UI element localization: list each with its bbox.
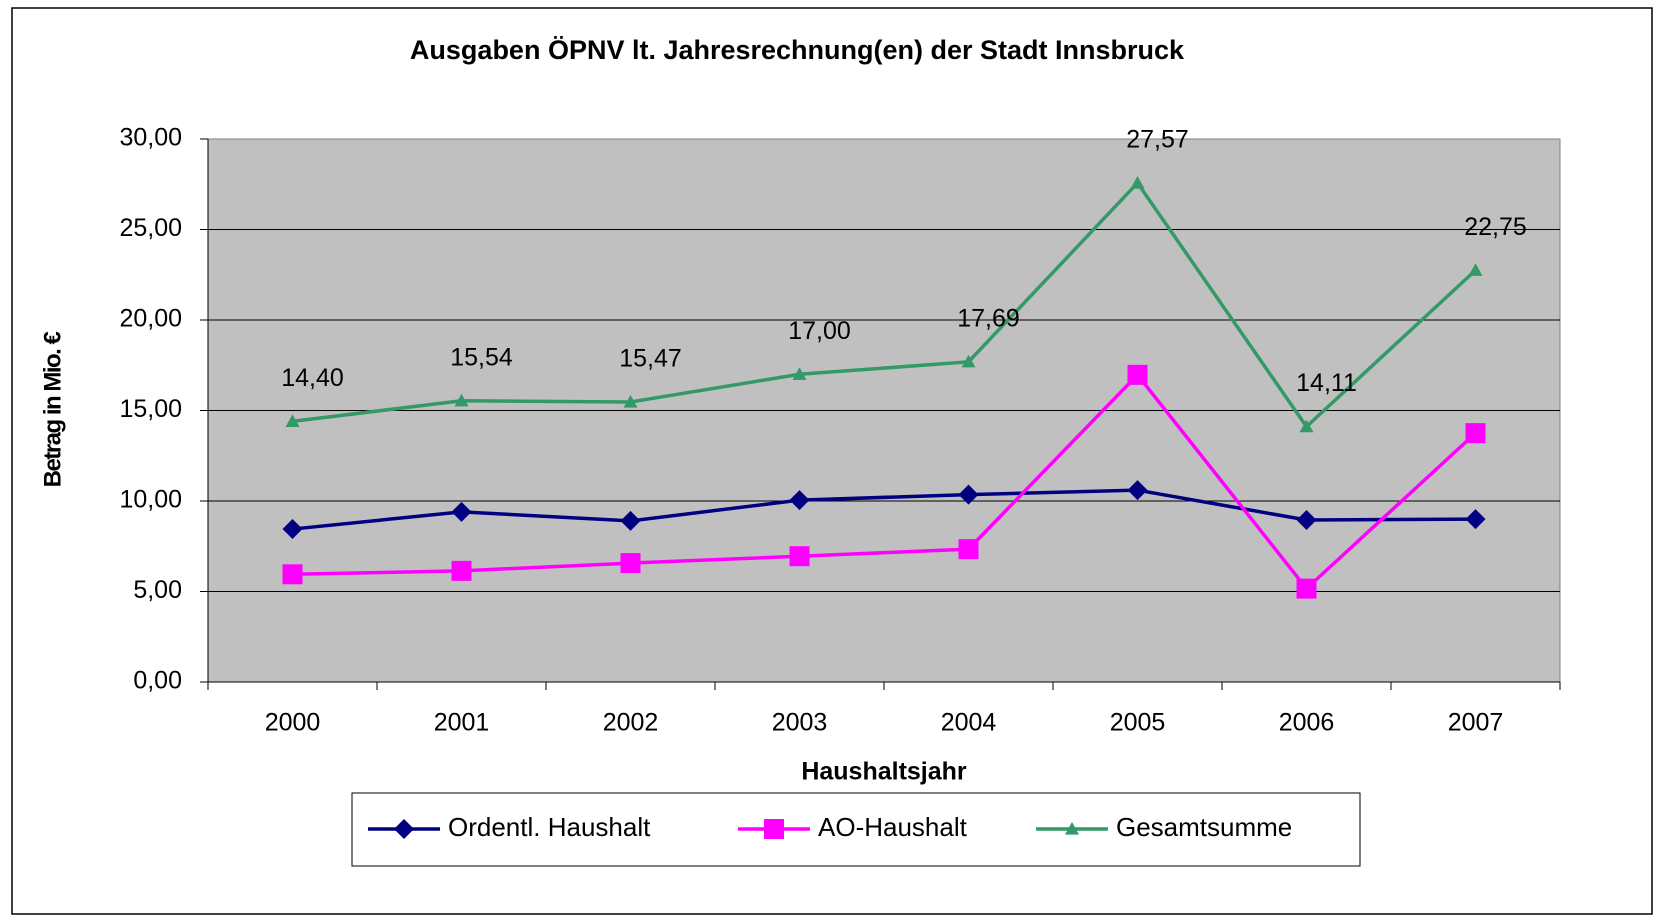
data-label: 15,54 <box>450 343 513 371</box>
marker-triangle <box>1468 263 1483 276</box>
x-tick-label: 2003 <box>772 709 828 737</box>
marker-diamond <box>958 484 979 505</box>
legend-label: Ordentl. Haushalt <box>448 812 651 842</box>
marker-diamond <box>1465 509 1486 530</box>
legend-box <box>351 792 1361 867</box>
marker-triangle <box>961 354 976 368</box>
y-tick-label: 25,00 <box>119 214 182 242</box>
marker-square <box>620 553 641 574</box>
x-tick-label: 2006 <box>1279 709 1335 737</box>
series-line <box>292 180 1477 430</box>
data-label: 17,00 <box>788 317 851 345</box>
marker-triangle <box>454 393 469 407</box>
legend-label: Gesamtsumme <box>1116 812 1292 842</box>
marker-square <box>764 819 784 839</box>
marker-square <box>451 560 472 581</box>
marker-triangle <box>1130 175 1145 189</box>
y-tick-label: 10,00 <box>119 486 182 514</box>
marker-square <box>958 539 979 560</box>
marker-square <box>789 546 810 567</box>
data-label: 15,47 <box>619 345 682 373</box>
marker-triangle <box>1299 419 1314 433</box>
marker-diamond <box>394 819 414 839</box>
series-line <box>292 488 1476 531</box>
marker-diamond <box>620 510 641 531</box>
marker-diamond <box>1127 480 1148 501</box>
x-tick-label: 2007 <box>1448 709 1504 737</box>
x-tick-label: 2005 <box>1110 709 1166 737</box>
marker-square <box>1296 578 1317 599</box>
marker-square <box>1465 423 1486 444</box>
y-tick-label: 0,00 <box>133 667 182 695</box>
marker-square <box>1127 364 1148 385</box>
data-label: 17,69 <box>957 304 1020 332</box>
marker-triangle <box>623 394 638 408</box>
marker-diamond <box>789 490 810 511</box>
y-tick-label: 15,00 <box>119 395 182 423</box>
x-tick-label: 2002 <box>603 709 659 737</box>
marker-triangle <box>1065 822 1079 835</box>
y-tick-label: 30,00 <box>119 124 182 152</box>
data-label: 14,40 <box>281 364 344 392</box>
x-tick-label: 2001 <box>434 709 490 737</box>
data-label: 14,11 <box>1296 369 1357 397</box>
marker-diamond <box>451 501 472 522</box>
y-tick-label: 20,00 <box>119 305 182 333</box>
marker-diamond <box>282 519 303 540</box>
marker-triangle <box>285 414 300 427</box>
x-tick-label: 2004 <box>941 709 997 737</box>
data-label: 27,57 <box>1126 126 1189 154</box>
x-tick-label: 2000 <box>265 709 321 737</box>
data-label: 22,75 <box>1464 213 1527 241</box>
marker-diamond <box>1296 510 1317 531</box>
x-axis-label: Haushaltsjahr <box>801 758 967 786</box>
legend-label: AO-Haushalt <box>818 812 968 842</box>
marker-square <box>282 564 303 585</box>
marker-triangle <box>792 367 807 380</box>
chart-title: Ausgaben ÖPNV lt. Jahresrechnung(en) der… <box>410 35 1185 65</box>
y-axis-label: Betrag in Mio. € <box>39 332 66 488</box>
series-line <box>292 372 1477 592</box>
y-tick-label: 5,00 <box>133 576 182 604</box>
